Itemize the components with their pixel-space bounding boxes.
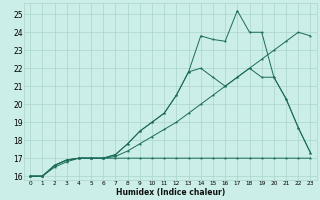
X-axis label: Humidex (Indice chaleur): Humidex (Indice chaleur): [116, 188, 225, 197]
